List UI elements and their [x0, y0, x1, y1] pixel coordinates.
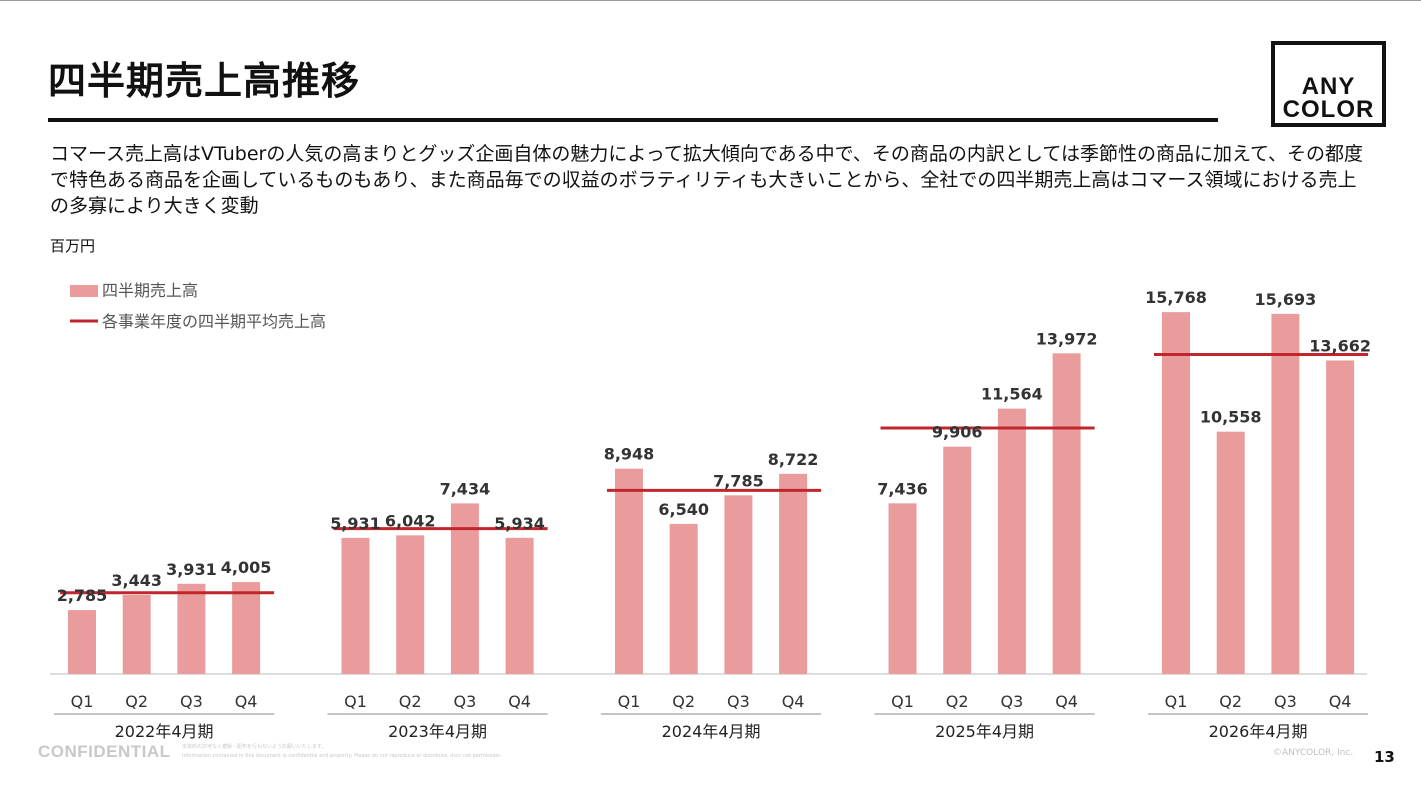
- confidential-note-line-2: Information contained in this document i…: [182, 753, 502, 759]
- value-label: 6,042: [385, 511, 436, 530]
- revenue-bar: [232, 582, 261, 674]
- quarter-tick-label: Q4: [508, 692, 531, 711]
- revenue-bar: [943, 446, 972, 674]
- value-label: 13,972: [1036, 329, 1098, 348]
- value-label: 2,785: [57, 586, 108, 605]
- quarter-tick-label: Q2: [1219, 692, 1242, 711]
- legend-label-line: 各事業年度の四半期平均売上高: [102, 312, 326, 331]
- confidential-label: CONFIDENTIAL: [38, 742, 171, 761]
- revenue-bar: [341, 537, 370, 674]
- revenue-bar: [1216, 431, 1245, 674]
- revenue-bar: [1326, 360, 1355, 674]
- copyright: ©ANYCOLOR, Inc.: [1273, 748, 1354, 758]
- fiscal-year-label: 2023年4月期: [388, 722, 487, 741]
- value-label: 8,948: [604, 445, 655, 464]
- revenue-bar: [450, 503, 479, 674]
- fiscal-year-label: 2025年4月期: [935, 722, 1034, 741]
- quarter-tick-label: Q3: [727, 692, 750, 711]
- revenue-bar: [1271, 313, 1300, 674]
- quarter-tick-label: Q2: [399, 692, 422, 711]
- quarter-tick-label: Q2: [125, 692, 148, 711]
- quarter-tick-label: Q1: [891, 692, 914, 711]
- value-label: 15,693: [1255, 290, 1317, 309]
- value-label: 13,662: [1309, 336, 1371, 355]
- quarter-tick-label: Q1: [1165, 692, 1188, 711]
- top-border: [0, 0, 1421, 1]
- value-label: 5,934: [494, 514, 545, 533]
- quarter-tick-label: Q1: [344, 692, 367, 711]
- value-label: 15,768: [1145, 288, 1207, 307]
- quarter-tick-label: Q1: [71, 692, 94, 711]
- fiscal-year-label: 2026年4月期: [1209, 722, 1308, 741]
- revenue-bar: [615, 468, 643, 674]
- value-label: 7,434: [440, 479, 491, 498]
- quarter-tick-label: Q3: [1001, 692, 1024, 711]
- quarter-tick-label: Q4: [1329, 692, 1352, 711]
- logo-line-2: COLOR: [1282, 96, 1375, 123]
- revenue-bar: [724, 495, 753, 674]
- revenue-bar: [505, 537, 534, 674]
- value-label: 9,906: [932, 423, 983, 442]
- quarter-tick-label: Q3: [1274, 692, 1297, 711]
- value-label: 10,558: [1200, 408, 1262, 427]
- value-label: 8,722: [768, 450, 819, 469]
- logo-line-1: ANY: [1301, 73, 1356, 100]
- page-number: 13: [1374, 748, 1395, 766]
- revenue-bar: [396, 535, 425, 674]
- value-label: 6,540: [658, 500, 709, 519]
- quarter-tick-label: Q4: [1055, 692, 1078, 711]
- revenue-bar: [888, 503, 917, 674]
- value-label: 3,931: [166, 560, 217, 579]
- revenue-bar: [68, 610, 96, 674]
- revenue-bar: [1162, 312, 1190, 674]
- fiscal-year-label: 2024年4月期: [662, 722, 761, 741]
- fiscal-year-label: 2022年4月期: [115, 722, 214, 741]
- revenue-bar: [779, 473, 808, 674]
- quarter-tick-label: Q3: [454, 692, 477, 711]
- quarter-tick-label: Q4: [235, 692, 258, 711]
- title-underline: [48, 118, 1218, 122]
- revenue-bar: [122, 594, 151, 674]
- quarter-tick-label: Q1: [618, 692, 641, 711]
- quarter-tick-label: Q2: [946, 692, 969, 711]
- quarter-tick-label: Q4: [782, 692, 805, 711]
- revenue-bar: [669, 523, 698, 674]
- value-label: 11,564: [981, 385, 1043, 404]
- quarter-tick-label: Q3: [180, 692, 203, 711]
- anycolor-logo: ANY COLOR: [1271, 41, 1386, 127]
- value-label: 7,785: [713, 471, 764, 490]
- value-label: 7,436: [877, 479, 928, 498]
- value-label: 4,005: [221, 558, 272, 577]
- revenue-bar: [177, 583, 206, 674]
- unit-label: 百万円: [50, 237, 96, 255]
- legend-label-bar: 四半期売上高: [102, 281, 198, 300]
- quarter-tick-label: Q2: [672, 692, 695, 711]
- value-label: 5,931: [330, 514, 381, 533]
- confidential-note-line-1: 本資料の許可なく複製・配布を行わないようお願いいたします。: [182, 744, 327, 750]
- description-text: コマース売上高はVTuberの人気の高まりとグッズ企画自体の魅力によって拡大傾向…: [50, 143, 1364, 217]
- revenue-bar: [997, 408, 1026, 674]
- confidential-note: 本資料の許可なく複製・配布を行わないようお願いいたします。 Informatio…: [182, 743, 502, 761]
- value-label: 3,443: [111, 571, 162, 590]
- revenue-bar: [1052, 353, 1081, 674]
- legend-bar-swatch: [70, 285, 98, 297]
- page-title: 四半期売上高推移: [48, 59, 361, 103]
